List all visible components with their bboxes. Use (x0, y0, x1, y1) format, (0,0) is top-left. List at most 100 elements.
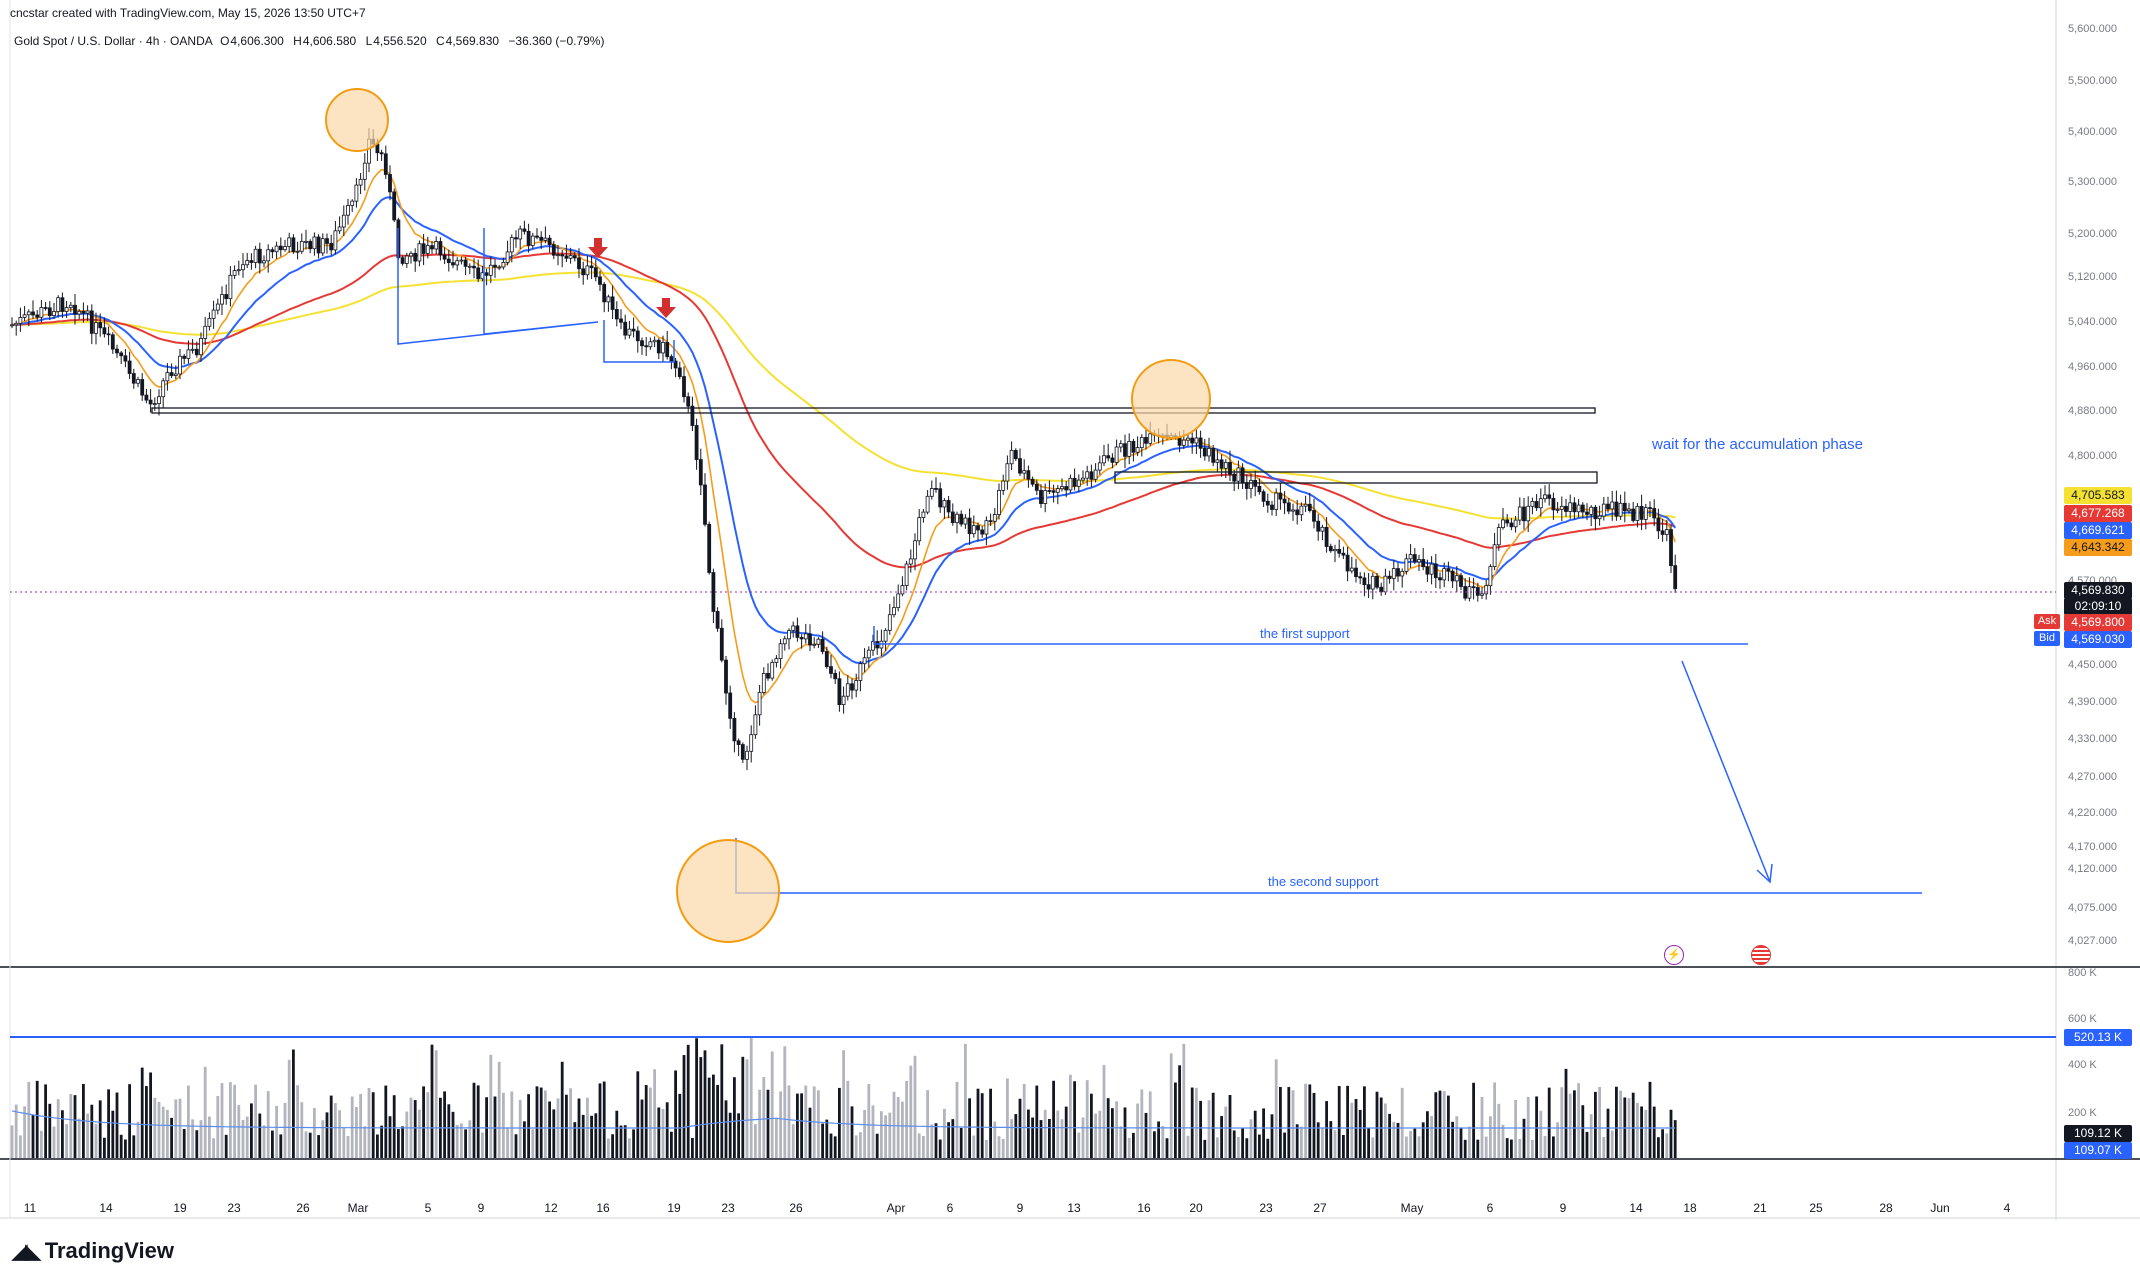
candle-body (1181, 439, 1186, 446)
candle-body (640, 340, 644, 347)
candle-body (955, 513, 959, 524)
candle-body (472, 265, 476, 269)
volume-bar (607, 1138, 610, 1158)
volume-bar (1048, 1118, 1051, 1158)
volume-bar (35, 1080, 39, 1158)
candle-body (1265, 500, 1270, 506)
open-key: O (220, 34, 230, 48)
candle-body (1471, 586, 1476, 589)
volume-bar (308, 1132, 312, 1158)
volume-bar (1308, 1084, 1312, 1158)
volume-bar (329, 1095, 333, 1158)
price-tick-label: 5,200.000 (2068, 228, 2117, 240)
volume-bar (287, 1059, 291, 1158)
candle-body (845, 683, 850, 697)
candle-body (1526, 505, 1531, 522)
candle-body (707, 523, 712, 573)
candle-body (871, 641, 875, 651)
volume-bar (355, 1107, 358, 1158)
candle-body (866, 649, 871, 659)
lightning-icon[interactable]: ⚡ (1664, 945, 1684, 965)
volume-bar (27, 1081, 31, 1158)
annotation-accumulation[interactable]: wait for the accumulation phase (1652, 436, 1863, 453)
candle-body (425, 245, 430, 254)
volume-bar (1472, 1082, 1475, 1158)
candle-body (1219, 459, 1224, 469)
volume-bar (266, 1091, 270, 1158)
volume-bar (300, 1102, 304, 1158)
candle-body (1643, 507, 1648, 520)
volume-bar (1568, 1093, 1572, 1158)
volume-bar (187, 1085, 190, 1158)
candle-body (635, 330, 640, 342)
volume-bar (712, 1074, 715, 1158)
price-chart[interactable]: 5,600.000 5,500.000 5,400.000 5,300.000 5,20… (0, 0, 2140, 1240)
volume-bar (157, 1101, 161, 1158)
candle-body (1488, 566, 1493, 587)
highlight-circle-top[interactable] (325, 88, 389, 152)
us-flag-icon[interactable] (1751, 945, 1771, 965)
ask-tag: Ask (2034, 614, 2060, 629)
volume-bar (1060, 1119, 1064, 1158)
time-tick-label: 23 (227, 1201, 241, 1215)
volume-bar (119, 1134, 123, 1158)
candle-body (1328, 546, 1333, 552)
candle-body (686, 396, 691, 407)
time-tick-label: 19 (667, 1201, 681, 1215)
candle-body (1303, 503, 1308, 507)
highlight-circle-low[interactable] (676, 839, 780, 943)
candle-body (598, 276, 602, 285)
volume-bar (346, 1135, 350, 1158)
time-tick-label: 16 (1137, 1201, 1151, 1215)
volume-bar (1451, 1121, 1454, 1158)
first-support-line[interactable] (873, 626, 1748, 645)
resistance-zone-2[interactable] (1114, 471, 1598, 484)
candle-body (522, 228, 527, 232)
triangle-drawing[interactable] (397, 228, 599, 345)
volume-bar (245, 1116, 249, 1158)
price-tick-label: 4,220.000 (2068, 807, 2117, 819)
time-tick-label: May (1401, 1201, 1424, 1215)
candle-body (1097, 462, 1102, 471)
symbol-title[interactable]: Gold Spot / U.S. Dollar · 4h · OANDA (14, 34, 213, 48)
candle-body (925, 495, 930, 513)
candle-body (186, 349, 191, 359)
candle-body (488, 264, 493, 276)
time-tick-label: Mar (348, 1201, 369, 1215)
volume-bar (472, 1082, 476, 1158)
volume-bar (342, 1127, 346, 1158)
volume-bar (1631, 1092, 1635, 1158)
annotation-second-support[interactable]: the second support (1268, 874, 1379, 889)
candle-body (199, 338, 203, 356)
volume-bar (182, 1128, 186, 1158)
resistance-zone-1[interactable] (151, 407, 1596, 414)
price-tick-label: 5,040.000 (2068, 316, 2117, 328)
candle-body (262, 260, 266, 264)
volume-bar (413, 1100, 417, 1158)
volume-bar (103, 1137, 106, 1158)
time-tick-label: 11 (24, 1201, 37, 1215)
highlight-circle-mid[interactable] (1131, 359, 1211, 439)
candle-body (1236, 467, 1241, 482)
candle-body (824, 651, 829, 667)
volume-bar (455, 1124, 459, 1158)
volume-bar (959, 1127, 963, 1158)
tradingview-logo[interactable]: ◢◣ TradingView (12, 1238, 174, 1264)
candle-body (988, 520, 993, 523)
sell-arrow-marker-1 (588, 238, 608, 258)
candle-body (1648, 507, 1652, 510)
candle-body (257, 248, 262, 264)
forecast-arrow[interactable] (1681, 660, 1771, 883)
candle-body (1286, 502, 1291, 512)
volume-bar (14, 1104, 18, 1158)
volume-bar (1006, 1078, 1009, 1158)
volume-bar (1249, 1119, 1253, 1158)
volume-bar (1052, 1080, 1055, 1158)
candle-body (1669, 529, 1673, 567)
candle-body (1190, 437, 1195, 444)
volume-tick-label: 400 K (2068, 1059, 2097, 1071)
candle-body (908, 558, 913, 565)
box-drawing[interactable] (603, 320, 675, 363)
annotation-first-support[interactable]: the first support (1260, 626, 1350, 641)
volume-bar (980, 1093, 984, 1158)
